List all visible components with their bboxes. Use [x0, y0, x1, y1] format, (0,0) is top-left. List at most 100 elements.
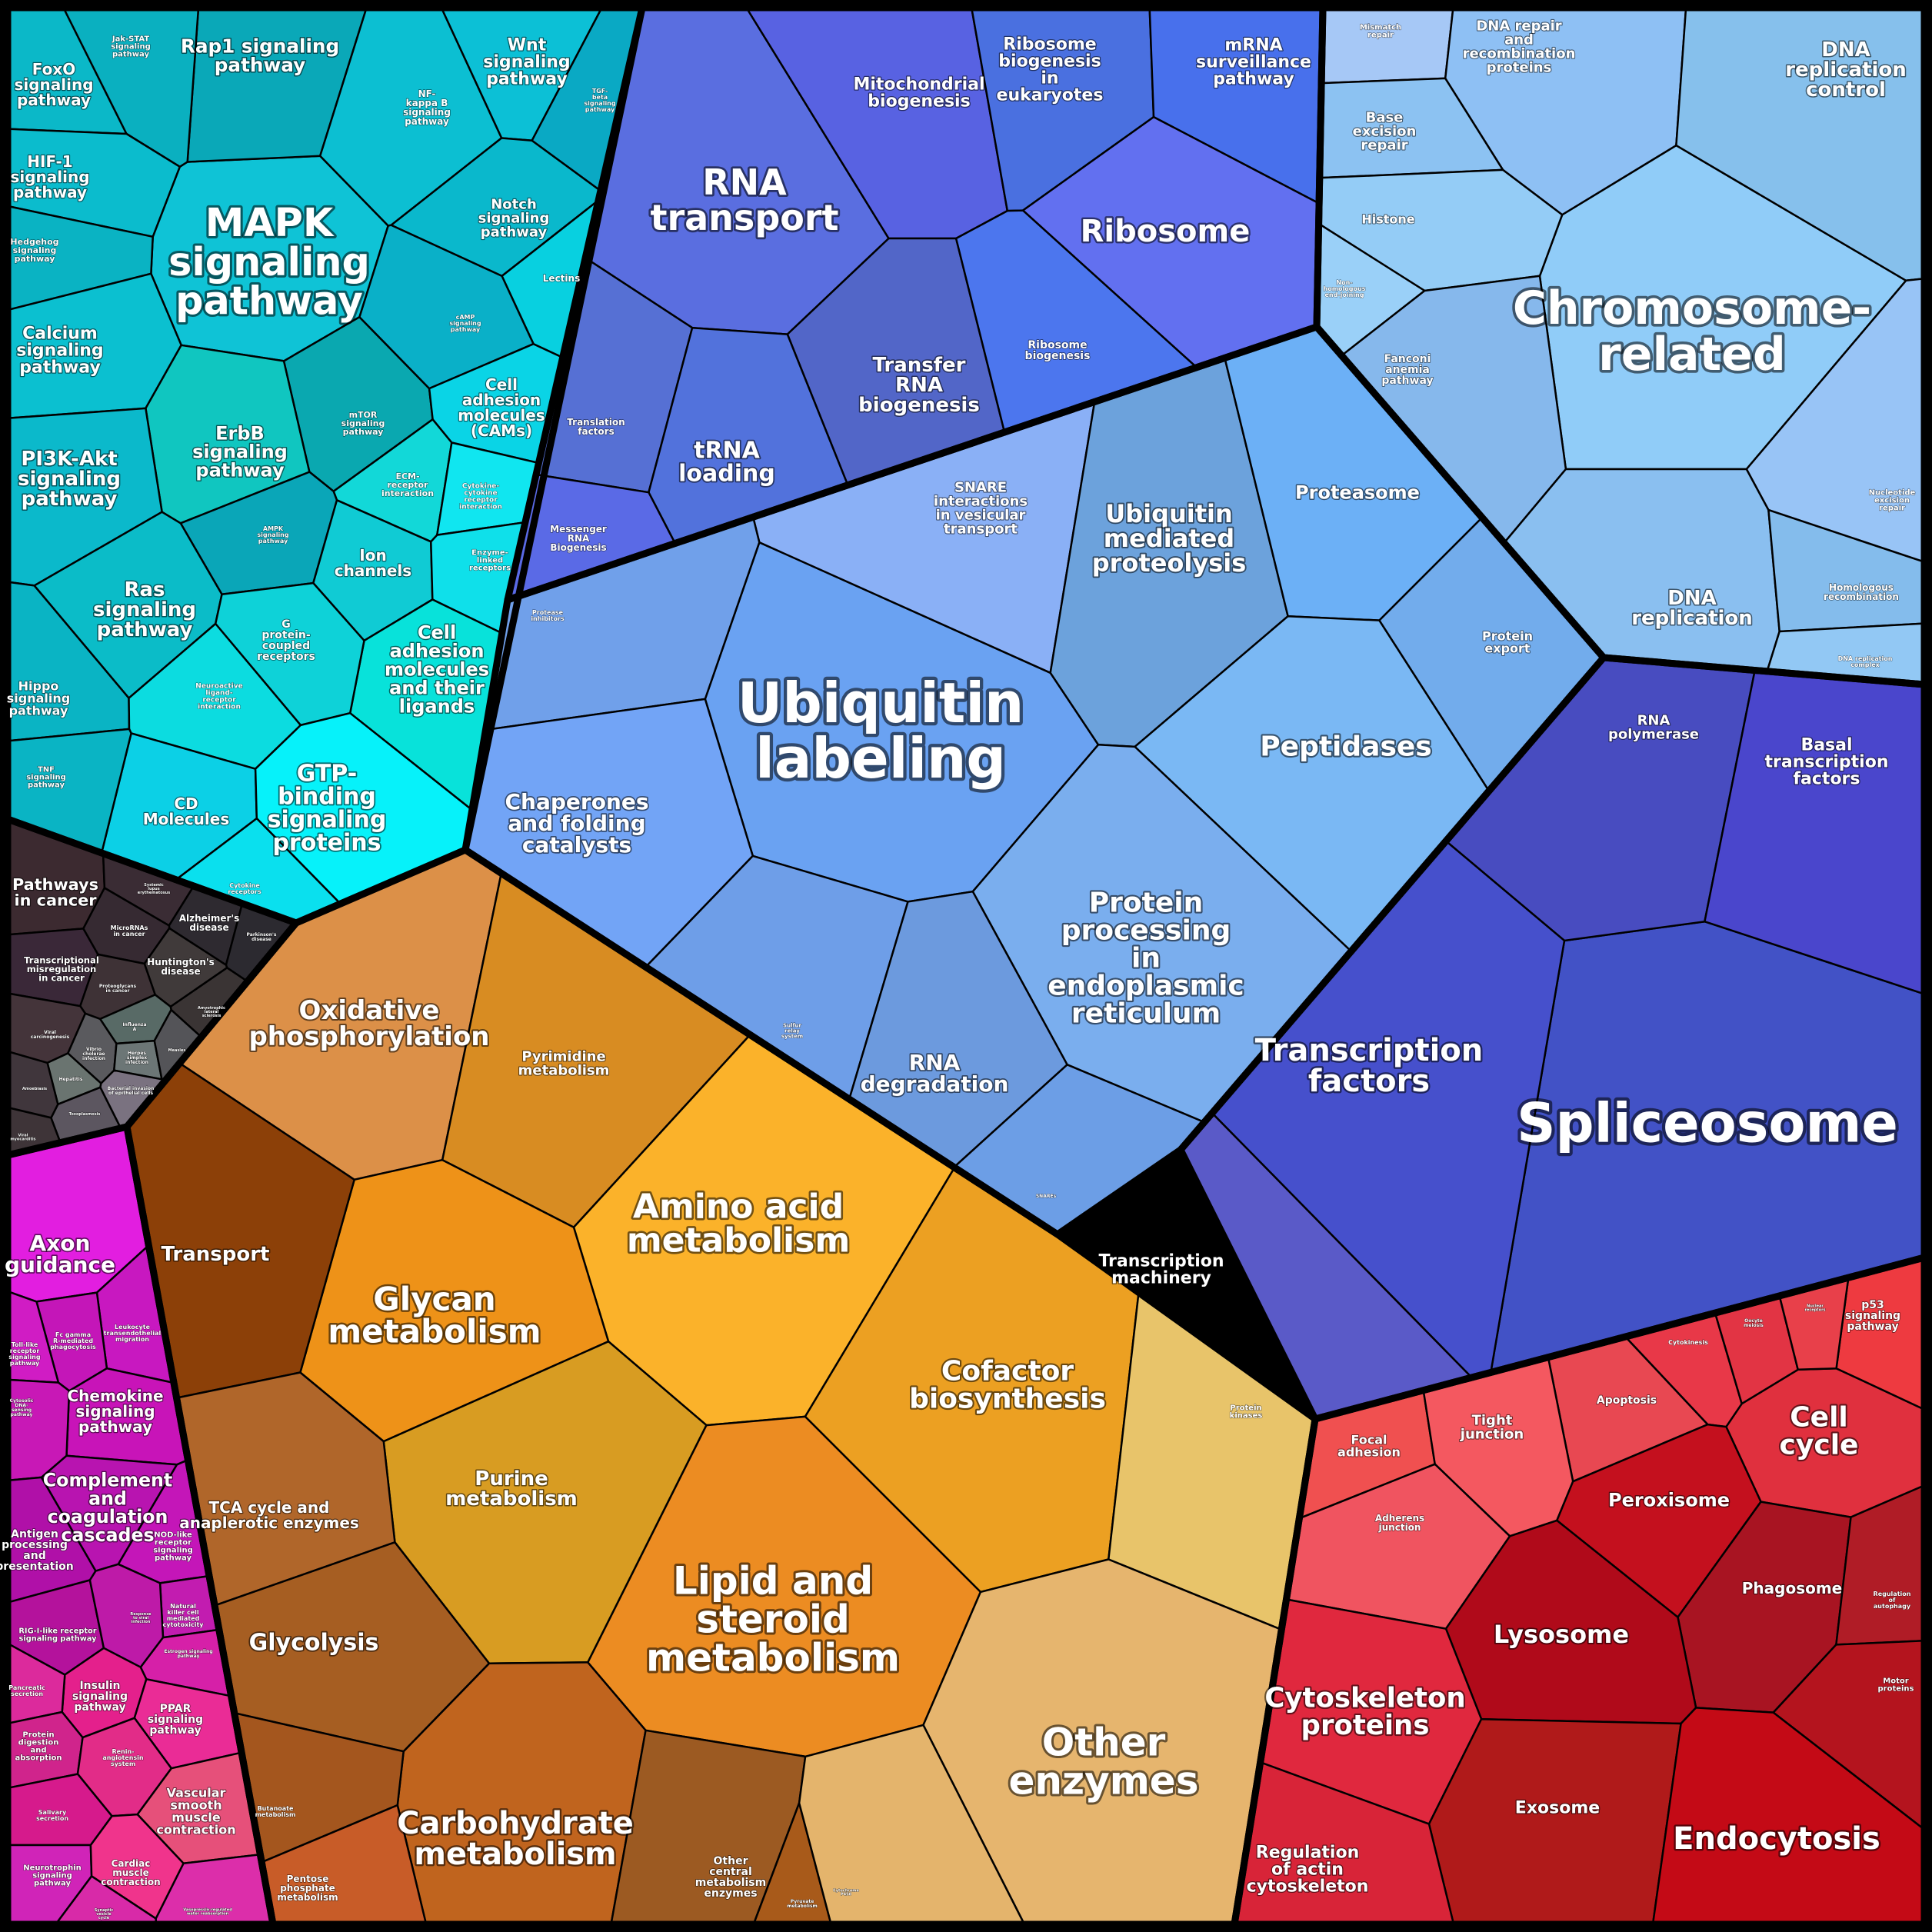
label-fc-gamma-r-mediated-phagocytosis: Fc gamma R-mediated phagocytosis [50, 1331, 96, 1351]
label-cofactor-biosynthesis: Cofactor biosynthesis [909, 1356, 1106, 1415]
label-cardiac-muscle-contraction: Cardiac muscle contraction [101, 1858, 160, 1887]
label-mitochondrial-biogenesis: Mitochondrial biogenesis [853, 75, 984, 112]
label-amino-acid-metabolism: Amino acid metabolism [627, 1187, 850, 1260]
label-other-central-metabolism-enzymes: Other central metabolism enzymes [695, 1855, 766, 1900]
label-chemokine-signaling-pathway: Chemokine signaling pathway [67, 1387, 163, 1436]
label-mismatch-repair: Mismatch repair [1360, 24, 1401, 40]
label-bacterial-invasion-of-epithelial-cells: Bacterial invasion of epithelial cells [108, 1086, 155, 1096]
label-transcriptional-misregulation-in-cancer: Transcriptional misregulation in cancer [24, 955, 99, 984]
label-snares: SNAREs [1036, 1194, 1057, 1199]
label-motor-proteins: Motor proteins [1877, 1677, 1914, 1694]
label-trna-loading: tRNA loading [678, 438, 775, 488]
label-hif-1-signaling-pathway: HIF-1 signaling pathway [10, 152, 89, 202]
label-ubiquitin-mediated-proteolysis: Ubiquitin mediated proteolysis [1092, 499, 1247, 578]
label-nucleotide-excision-repair: Nucleotide excision repair [1869, 489, 1916, 513]
label-regulation-of-actin-cytoskeleton: Regulation of actin cytoskeleton [1247, 1844, 1369, 1897]
label-pathways-in-cancer: Pathways in cancer [12, 875, 98, 910]
label-camp-signaling-pathway: cAMP signaling pathway [449, 314, 481, 333]
label-micrornas-in-cancer: MicroRNAs in cancer [111, 924, 148, 938]
label-lysosome: Lysosome [1494, 1620, 1629, 1649]
label-leukocyte-transendothelial-migration: Leukocyte transendothelial migration [104, 1324, 162, 1343]
label-apoptosis: Apoptosis [1597, 1394, 1657, 1407]
label-pentose-phosphate-metabolism: Pentose phosphate metabolism [277, 1874, 338, 1903]
label-basal-transcription-factors: Basal transcription factors [1765, 736, 1889, 789]
label-ampk-signaling-pathway: AMPK signaling pathway [257, 525, 289, 545]
label-jak-stat-signaling-pathway: Jak-STAT signaling pathway [111, 35, 151, 59]
label-influenza-a: Influenza A [122, 1022, 146, 1032]
label-wnt-signaling-pathway: Wnt signaling pathway [483, 36, 570, 89]
label-response-to-viral-infection: Response to viral infection [130, 1612, 152, 1624]
label-cytochrome-p450: Cytochrome P450 [833, 1888, 859, 1897]
label-cytokinesis: Cytokinesis [1668, 1339, 1708, 1346]
label-rna-degradation: RNA degradation [861, 1050, 1009, 1097]
label-sulfur-relay-system: Sulfur relay system [781, 1023, 803, 1040]
label-chaperones-and-folding-catalysts: Chaperones and folding catalysts [505, 789, 648, 858]
label-antigen-processing-and-presentation: Antigen processing and presentation [0, 1528, 74, 1573]
label-axon-guidance: Axon guidance [5, 1231, 115, 1277]
label-dna-replication: DNA replication [1631, 587, 1753, 630]
label-erbb-signaling-pathway: ErbB signaling pathway [192, 422, 288, 481]
label-alzheimer-s-disease: Alzheimer's disease [179, 913, 240, 933]
label-base-excision-repair: Base excision repair [1353, 109, 1417, 153]
label-endocytosis: Endocytosis [1673, 1821, 1880, 1857]
label-cell-cycle: Cell cycle [1780, 1402, 1859, 1461]
label-pyrimidine-metabolism: Pyrimidine metabolism [518, 1048, 610, 1078]
label-tca-cycle-and-anaplerotic-enzymes: TCA cycle and anaplerotic enzymes [179, 1498, 359, 1532]
label-ribosome: Ribosome [1081, 214, 1251, 249]
label-proteoglycans-in-cancer: Proteoglycans in cancer [99, 984, 137, 994]
label-viral-carcinogenesis: Viral carcinogenesis [31, 1030, 70, 1040]
label-cd-molecules: CD Molecules [143, 794, 229, 828]
label-ras-signaling-pathway: Ras signaling pathway [93, 578, 196, 641]
label-protein-digestion-and-absorption: Protein digestion and absorption [15, 1731, 62, 1763]
label-synaptic-vesicle-cycle: Synaptic vesicle cycle [95, 1908, 113, 1920]
label-purine-metabolism: Purine metabolism [445, 1467, 578, 1511]
label-herpes-simplex-infection: Herpes simplex infection [125, 1051, 148, 1065]
label-transport: Transport [162, 1243, 270, 1266]
label-systemic-lupus-erythematosus: Systemic lupus erythematosus [138, 883, 170, 895]
label-rna-transport: RNA transport [650, 162, 838, 238]
label-amyotrophic-lateral-sclerosis: Amyotrophic lateral sclerosis [198, 1006, 225, 1018]
label-amoebiasis: Amoebiasis [22, 1087, 47, 1091]
label-hedgehog-signaling-pathway: Hedgehog signaling pathway [10, 237, 58, 264]
label-notch-signaling-pathway: Notch signaling pathway [478, 196, 550, 240]
label-cell-adhesion-molecules-cams: Cell adhesion molecules (CAMs) [458, 375, 545, 440]
label-layer: MAPK signaling pathway Rap1 signaling pathwa… [0, 17, 1916, 1920]
label-rap1-signaling-pathway: Rap1 signaling pathway [181, 35, 339, 76]
label-lipid-and-steroid-metabolism: Lipid and steroid metabolism [646, 1559, 900, 1681]
label-transfer-rna-biogenesis: Transfer RNA biogenesis [858, 354, 980, 417]
label-complement-and-coagulation-cascades: Complement and coagulation cascades [43, 1470, 172, 1546]
label-oxidative-phosphorylation: Oxidative phosphorylation [248, 995, 489, 1052]
label-non-homologous-end-joining: Non-homologous end-joining [1324, 279, 1366, 298]
label-protease-inhibitors: Protease inhibitors [531, 609, 565, 622]
label-huntington-s-disease: Huntington's disease [147, 957, 214, 977]
label-hepatitis: Hepatitis [59, 1077, 83, 1082]
label-mtor-signaling-pathway: mTOR signaling pathway [341, 410, 385, 437]
label-ribosome-biogenesis-in-eukaryotes: Ribosome biogenesis in eukaryotes [997, 35, 1104, 105]
label-hippo-signaling-pathway: Hippo signaling pathway [7, 679, 70, 718]
label-transcription-factors: Transcription factors [1255, 1033, 1483, 1099]
label-enzyme-linked-receptors: Enzyme-linked receptors [469, 549, 511, 573]
label-homologous-recombination: Homologous recombination [1824, 582, 1899, 602]
label-peroxisome: Peroxisome [1608, 1489, 1730, 1511]
label-peptidases: Peptidases [1260, 731, 1431, 763]
label-calcium-signaling-pathway: Calcium signaling pathway [16, 325, 103, 378]
label-transcription-machinery: Transcription machinery [1098, 1252, 1224, 1288]
label-neurotrophin-signaling-pathway: Neurotrophin signaling pathway [23, 1864, 81, 1888]
label-ion-channels: Ion channels [335, 546, 411, 580]
label-foxo-signaling-pathway: FoxO signaling pathway [14, 60, 93, 109]
label-chromosome-related: Chromosome-related [1513, 281, 1871, 381]
label-dna-replication-complex: DNA replication complex [1838, 655, 1893, 668]
label-fanconi-anemia-pathway: Fanconi anemia pathway [1381, 353, 1433, 387]
label-salivary-secretion: Salivary secretion [36, 1809, 68, 1822]
label-focal-adhesion: Focal adhesion [1337, 1433, 1401, 1460]
label-glycolysis: Glycolysis [249, 1630, 379, 1657]
label-histone: Histone [1361, 212, 1414, 227]
label-insulin-signaling-pathway: Insulin signaling pathway [72, 1680, 128, 1714]
label-toll-like-receptor-signaling-pathway: Toll-like receptor signaling pathway [8, 1341, 41, 1367]
label-measles: Measles [168, 1048, 186, 1053]
label-mrna-surveillance-pathway: mRNA surveillance pathway [1196, 36, 1311, 89]
label-protein-kinases: Protein kinases [1230, 1404, 1263, 1421]
label-rna-polymerase: RNA polymerase [1608, 712, 1699, 742]
label-parkinson-s-disease: Parkinson's disease [247, 932, 277, 942]
